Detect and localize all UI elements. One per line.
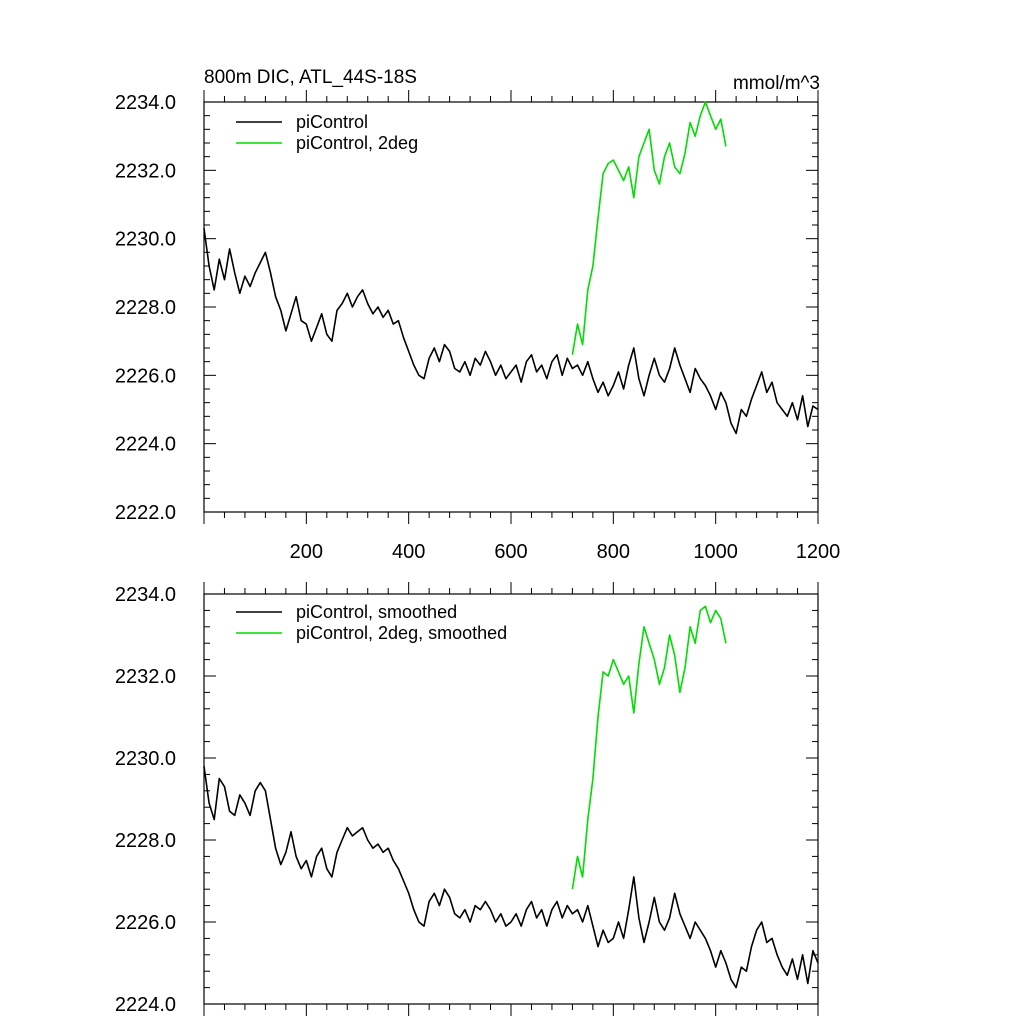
- y-tick-label: 2224.0: [115, 434, 176, 456]
- bottom-legend: piControl, smoothed piControl, 2deg, smo…: [236, 602, 507, 643]
- series-line-0: [203, 228, 819, 435]
- y-tick-label: 2228.0: [115, 830, 176, 852]
- y-tick-label: 2234.0: [115, 92, 176, 114]
- y-tick-label: 2226.0: [115, 912, 176, 934]
- top-legend: piControl piControl, 2deg: [236, 112, 418, 153]
- x-tick-label: 600: [494, 541, 527, 563]
- y-tick-label: 2230.0: [115, 748, 176, 770]
- legend-label-picontrol-2deg: piControl, 2deg: [296, 133, 418, 153]
- top-plot-frame: [203, 101, 819, 513]
- y-tick-label: 2232.0: [115, 160, 176, 182]
- series-line-1: [571, 101, 727, 355]
- legend-label-picontrol-smoothed: piControl, smoothed: [296, 602, 457, 622]
- y-tick-label: 2232.0: [115, 666, 176, 688]
- series-line-0: [203, 766, 819, 989]
- y-tick-label: 2234.0: [115, 584, 176, 606]
- top-chart-title: 800m DIC, ATL_44S-18S: [204, 67, 417, 88]
- y-tick-label: 2222.0: [115, 502, 176, 524]
- legend-label-picontrol: piControl: [296, 112, 368, 132]
- bottom-panel: 2224.0 2226.0 2228.0 2230.0 2232.0 2234.0 piC…: [115, 582, 819, 1016]
- x-tick-label: 200: [290, 541, 323, 563]
- bottom-plot-frame: [203, 593, 819, 1005]
- top-ticks: 2222.0 2224.0 2226.0 2228.0 2230.0 2232.0 2234…: [115, 90, 840, 563]
- top-units-label: mmol/m^3: [733, 73, 820, 94]
- top-series: [203, 101, 819, 435]
- y-tick-label: 2224.0: [115, 994, 176, 1016]
- top-panel: 800m DIC, ATL_44S-18S mmol/m^3 2222.0222…: [115, 67, 840, 563]
- x-tick-label: 1000: [693, 541, 738, 563]
- y-tick-label: 2226.0: [115, 365, 176, 387]
- bottom-ticks: 2224.0 2226.0 2228.0 2230.0 2232.0 2234.0: [115, 582, 819, 1016]
- bottom-series: [203, 605, 819, 989]
- legend-label-picontrol-2deg-smoothed: piControl, 2deg, smoothed: [296, 623, 507, 643]
- series-line-1: [571, 605, 727, 890]
- y-tick-label: 2230.0: [115, 229, 176, 251]
- x-tick-label: 800: [597, 541, 630, 563]
- x-tick-label: 400: [392, 541, 425, 563]
- x-tick-label: 1200: [796, 541, 841, 563]
- y-tick-label: 2228.0: [115, 297, 176, 319]
